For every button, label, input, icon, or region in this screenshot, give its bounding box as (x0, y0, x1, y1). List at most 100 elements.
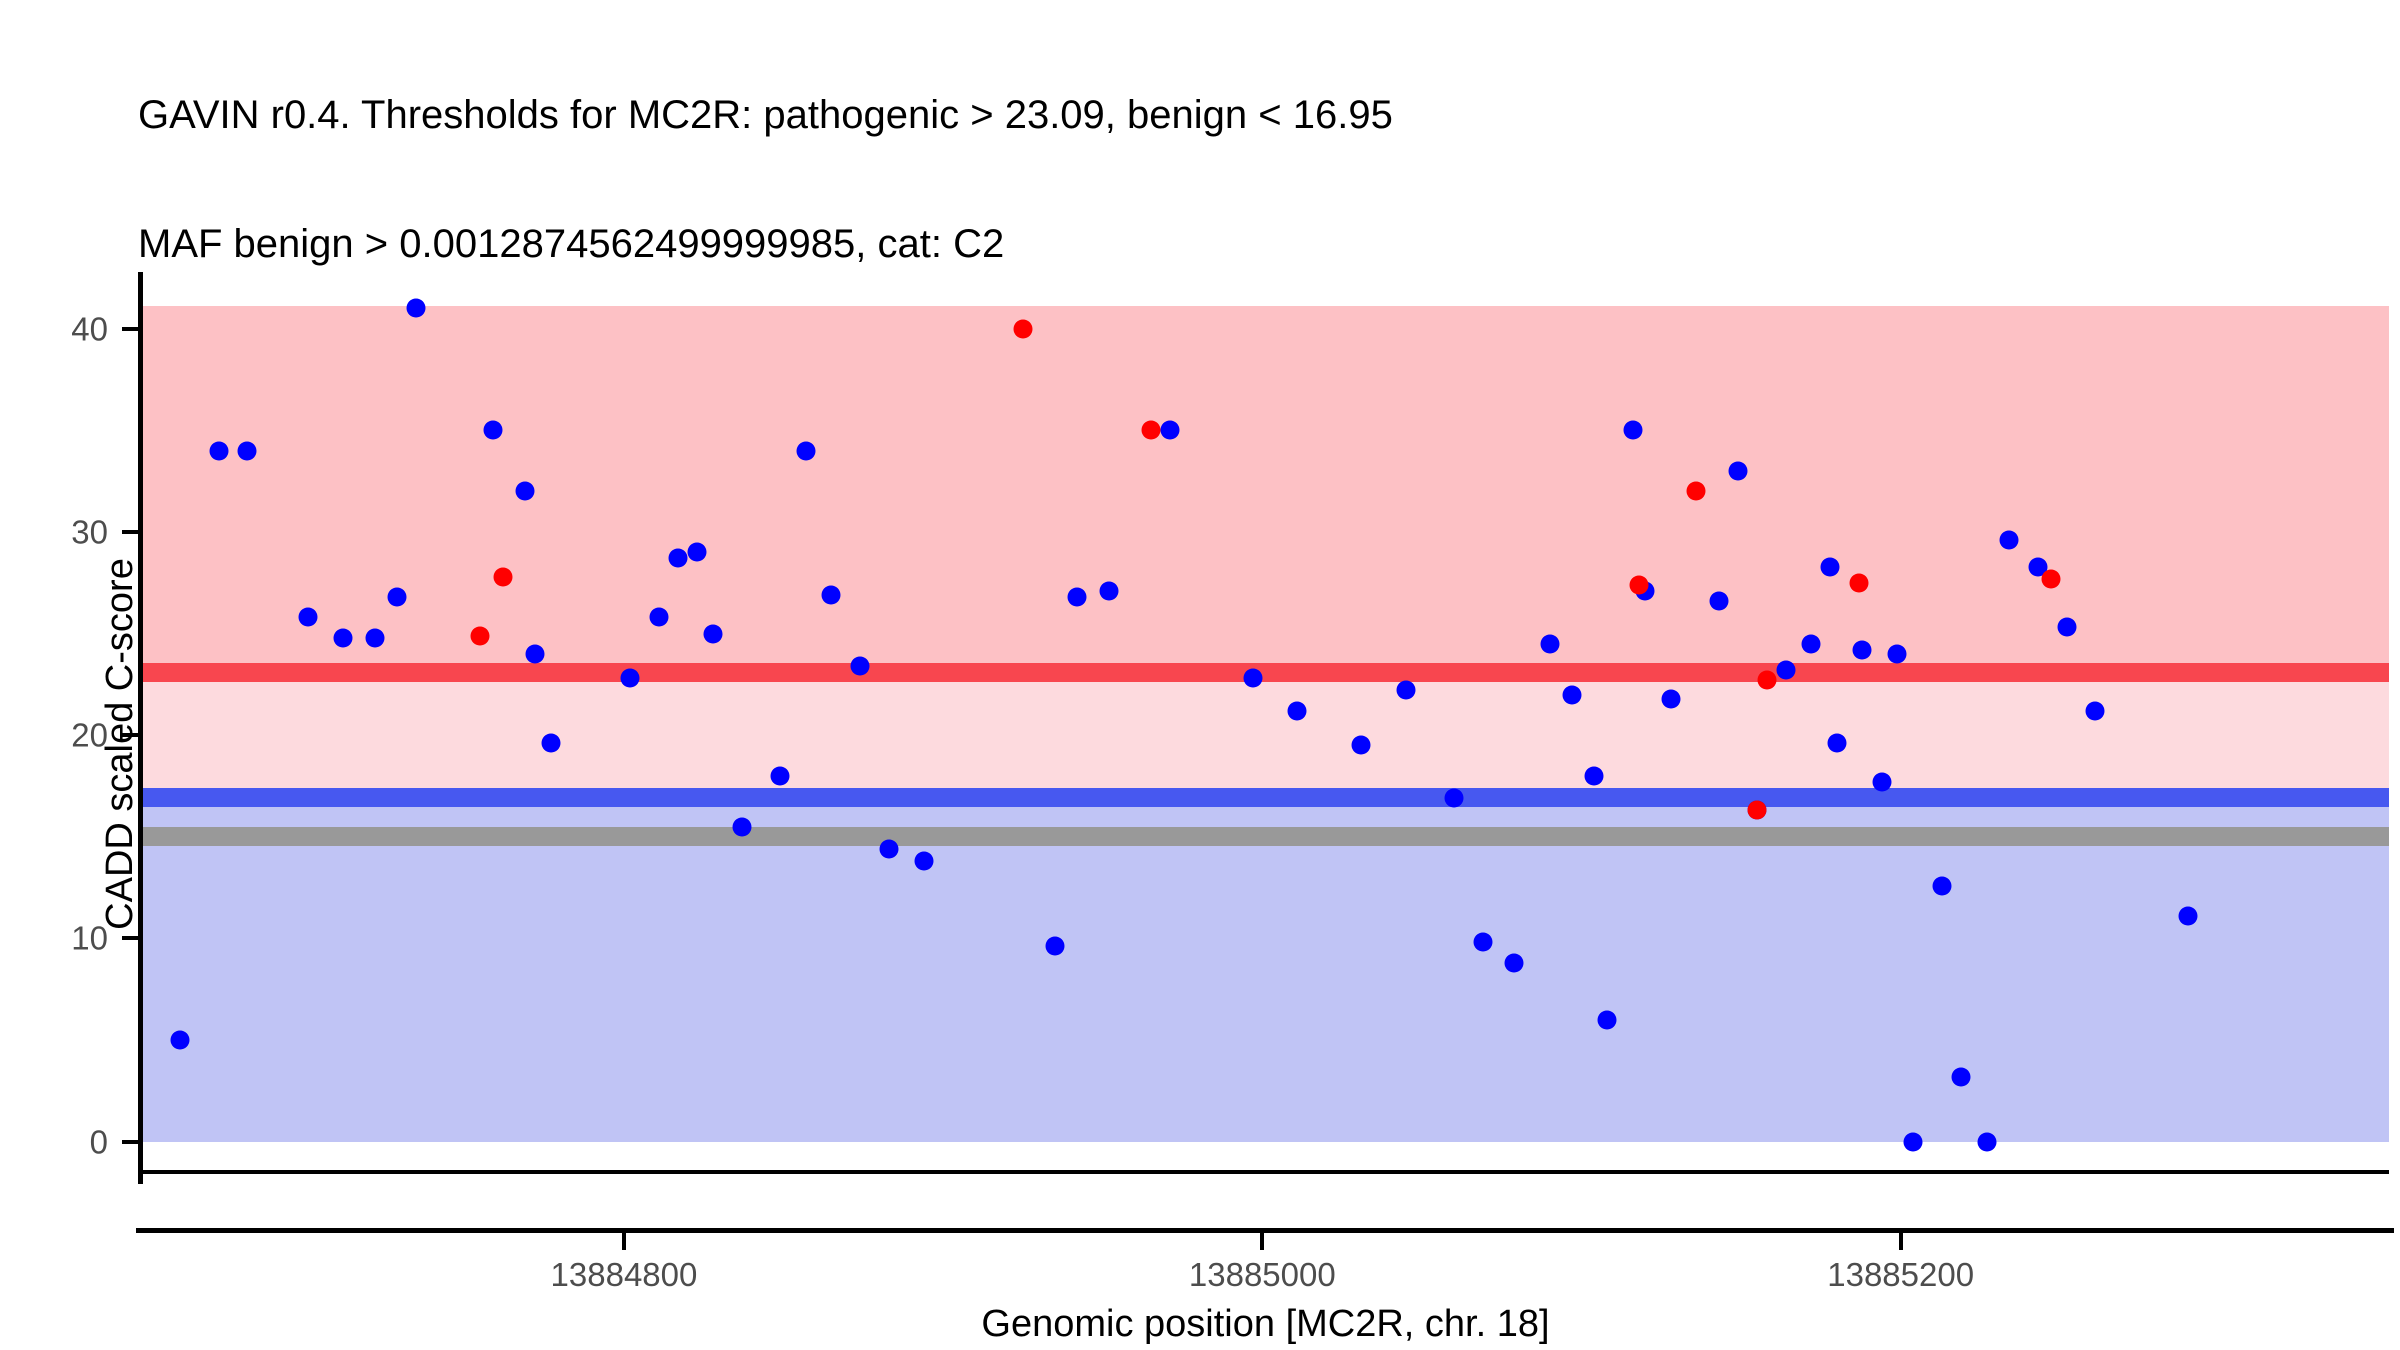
gnomad-variant-point (333, 628, 353, 648)
gnomad-variant-point (1977, 1132, 1997, 1152)
gnomad-variant-point (209, 441, 229, 461)
gnomad-variant-point (1999, 530, 2019, 550)
gnomad-variant-point (1287, 701, 1307, 721)
y-tick-mark (122, 326, 138, 331)
x-axis-line (136, 1228, 2394, 1233)
gnomad-variant-point (1872, 772, 1891, 792)
gnomad-variant-point (1661, 689, 1681, 709)
gnomad-variant-point (1728, 461, 1748, 481)
genome-wide-fallback-threshold-line (142, 827, 2389, 847)
gnomad-variant-point (1067, 587, 1087, 607)
gnomad-variant-point (668, 548, 688, 568)
gnomad-variant-point (1396, 680, 1416, 700)
x-tick-mark (621, 1233, 626, 1250)
gnomad-variant-point (515, 481, 535, 501)
gnomad-variant-point (237, 441, 257, 461)
gnomad-variant-point (1160, 420, 1180, 440)
y-axis-line (138, 272, 143, 1184)
y-tick-mark (122, 733, 138, 738)
gnomad-variant-point (541, 733, 561, 753)
gnomad-variant-point (2178, 906, 2198, 926)
gnomad-variant-point (821, 585, 841, 605)
gnomad-variant-point (1903, 1132, 1923, 1152)
pathogenic-variant-point (1849, 573, 1869, 593)
gnomad-variant-point (1243, 668, 1263, 688)
pathogenic-variant-point (1747, 800, 1767, 820)
y-tick-mark (122, 1139, 138, 1144)
gnomad-variant-point (365, 628, 385, 648)
gnomad-variant-point (1801, 634, 1821, 654)
gnomad-variant-point (1827, 733, 1847, 753)
gnomad-variant-point (1504, 953, 1524, 973)
x-tick-mark (1898, 1233, 1903, 1250)
gnomad-variant-point (703, 624, 723, 644)
y-tick-mark (122, 936, 138, 941)
gnomad-variant-point (1852, 640, 1872, 660)
gnomad-variant-point (406, 298, 426, 318)
gnomad-variant-point (2057, 617, 2077, 637)
gnomad-variant-point (770, 766, 790, 786)
gnomad-variant-point (1951, 1067, 1971, 1086)
gnomad-variant-point (850, 656, 870, 676)
gnomad-variant-point (1045, 936, 1065, 956)
pathogenic-threshold-line (142, 662, 2389, 682)
gnomad-variant-point (1932, 876, 1952, 895)
y-tick-label: 20 (71, 716, 108, 754)
gnomad-variant-point (2085, 701, 2105, 721)
pathogenic-variant-point (493, 567, 513, 587)
benign-band (142, 797, 2389, 1142)
gnomad-variant-point (732, 817, 752, 837)
title-line-2: MAF benign > 0.0012874562499999985, cat:… (138, 222, 1005, 266)
plot-bottom-border (142, 1170, 2389, 1174)
gnomad-variant-point (1584, 766, 1604, 786)
gnomad-variant-point (483, 420, 503, 440)
pathogenic-band (142, 306, 2389, 673)
gnomad-variant-point (1444, 788, 1464, 808)
benign-threshold-line (142, 787, 2389, 807)
gnomad-variant-point (387, 587, 407, 607)
pathogenic-variant-point (1757, 670, 1777, 690)
pathogenic-variant-point (470, 626, 490, 646)
gnomad-variant-point (649, 607, 669, 627)
gnomad-variant-point (1709, 591, 1729, 611)
pathogenic-variant-point (1686, 481, 1706, 501)
pathogenic-variant-point (1629, 575, 1649, 595)
gnomad-variant-point (1099, 581, 1119, 601)
gnomad-variant-point (796, 441, 816, 461)
gnomad-variant-point (687, 542, 707, 562)
gnomad-variant-point (1351, 735, 1371, 755)
plot-area (142, 278, 2389, 1172)
gnomad-variant-point (1623, 420, 1643, 440)
title-line-1: GAVIN r0.4. Thresholds for MC2R: pathoge… (138, 93, 1393, 137)
gnomad-variant-point (1776, 660, 1796, 680)
gnomad-variant-point (1820, 557, 1840, 577)
y-tick-label: 40 (71, 310, 108, 348)
y-axis-label: CADD scaled C-score (99, 558, 141, 930)
gnomad-variant-point (1887, 644, 1907, 664)
x-tick-mark (1260, 1233, 1265, 1250)
gnomad-variant-point (298, 607, 318, 627)
gnomad-variant-point (620, 668, 640, 688)
y-tick-label: 0 (89, 1123, 108, 1161)
gnomad-variant-point (1540, 634, 1560, 654)
gnomad-variant-point (914, 851, 934, 871)
x-tick-label: 13884800 (550, 1256, 698, 1293)
gnomad-variant-point (525, 644, 545, 664)
y-tick-mark (122, 529, 138, 534)
gnomad-variant-point (1597, 1010, 1617, 1030)
gnomad-variant-point (2028, 557, 2048, 577)
pathogenic-variant-point (1141, 420, 1161, 440)
pathogenic-variant-point (2041, 569, 2061, 589)
y-tick-label: 30 (71, 513, 108, 551)
x-tick-label: 13885200 (1827, 1256, 1975, 1293)
gnomad-variant-point (879, 839, 899, 859)
ambiguous-band (142, 672, 2389, 798)
gnomad-variant-point (1473, 932, 1493, 952)
x-tick-label: 13885000 (1188, 1256, 1336, 1293)
y-tick-label: 10 (71, 919, 108, 957)
gnomad-variant-point (170, 1030, 190, 1050)
gnomad-variant-point (1562, 685, 1582, 705)
pathogenic-variant-point (1013, 319, 1033, 339)
x-axis-label: Genomic position [MC2R, chr. 18] (981, 1303, 1550, 1345)
